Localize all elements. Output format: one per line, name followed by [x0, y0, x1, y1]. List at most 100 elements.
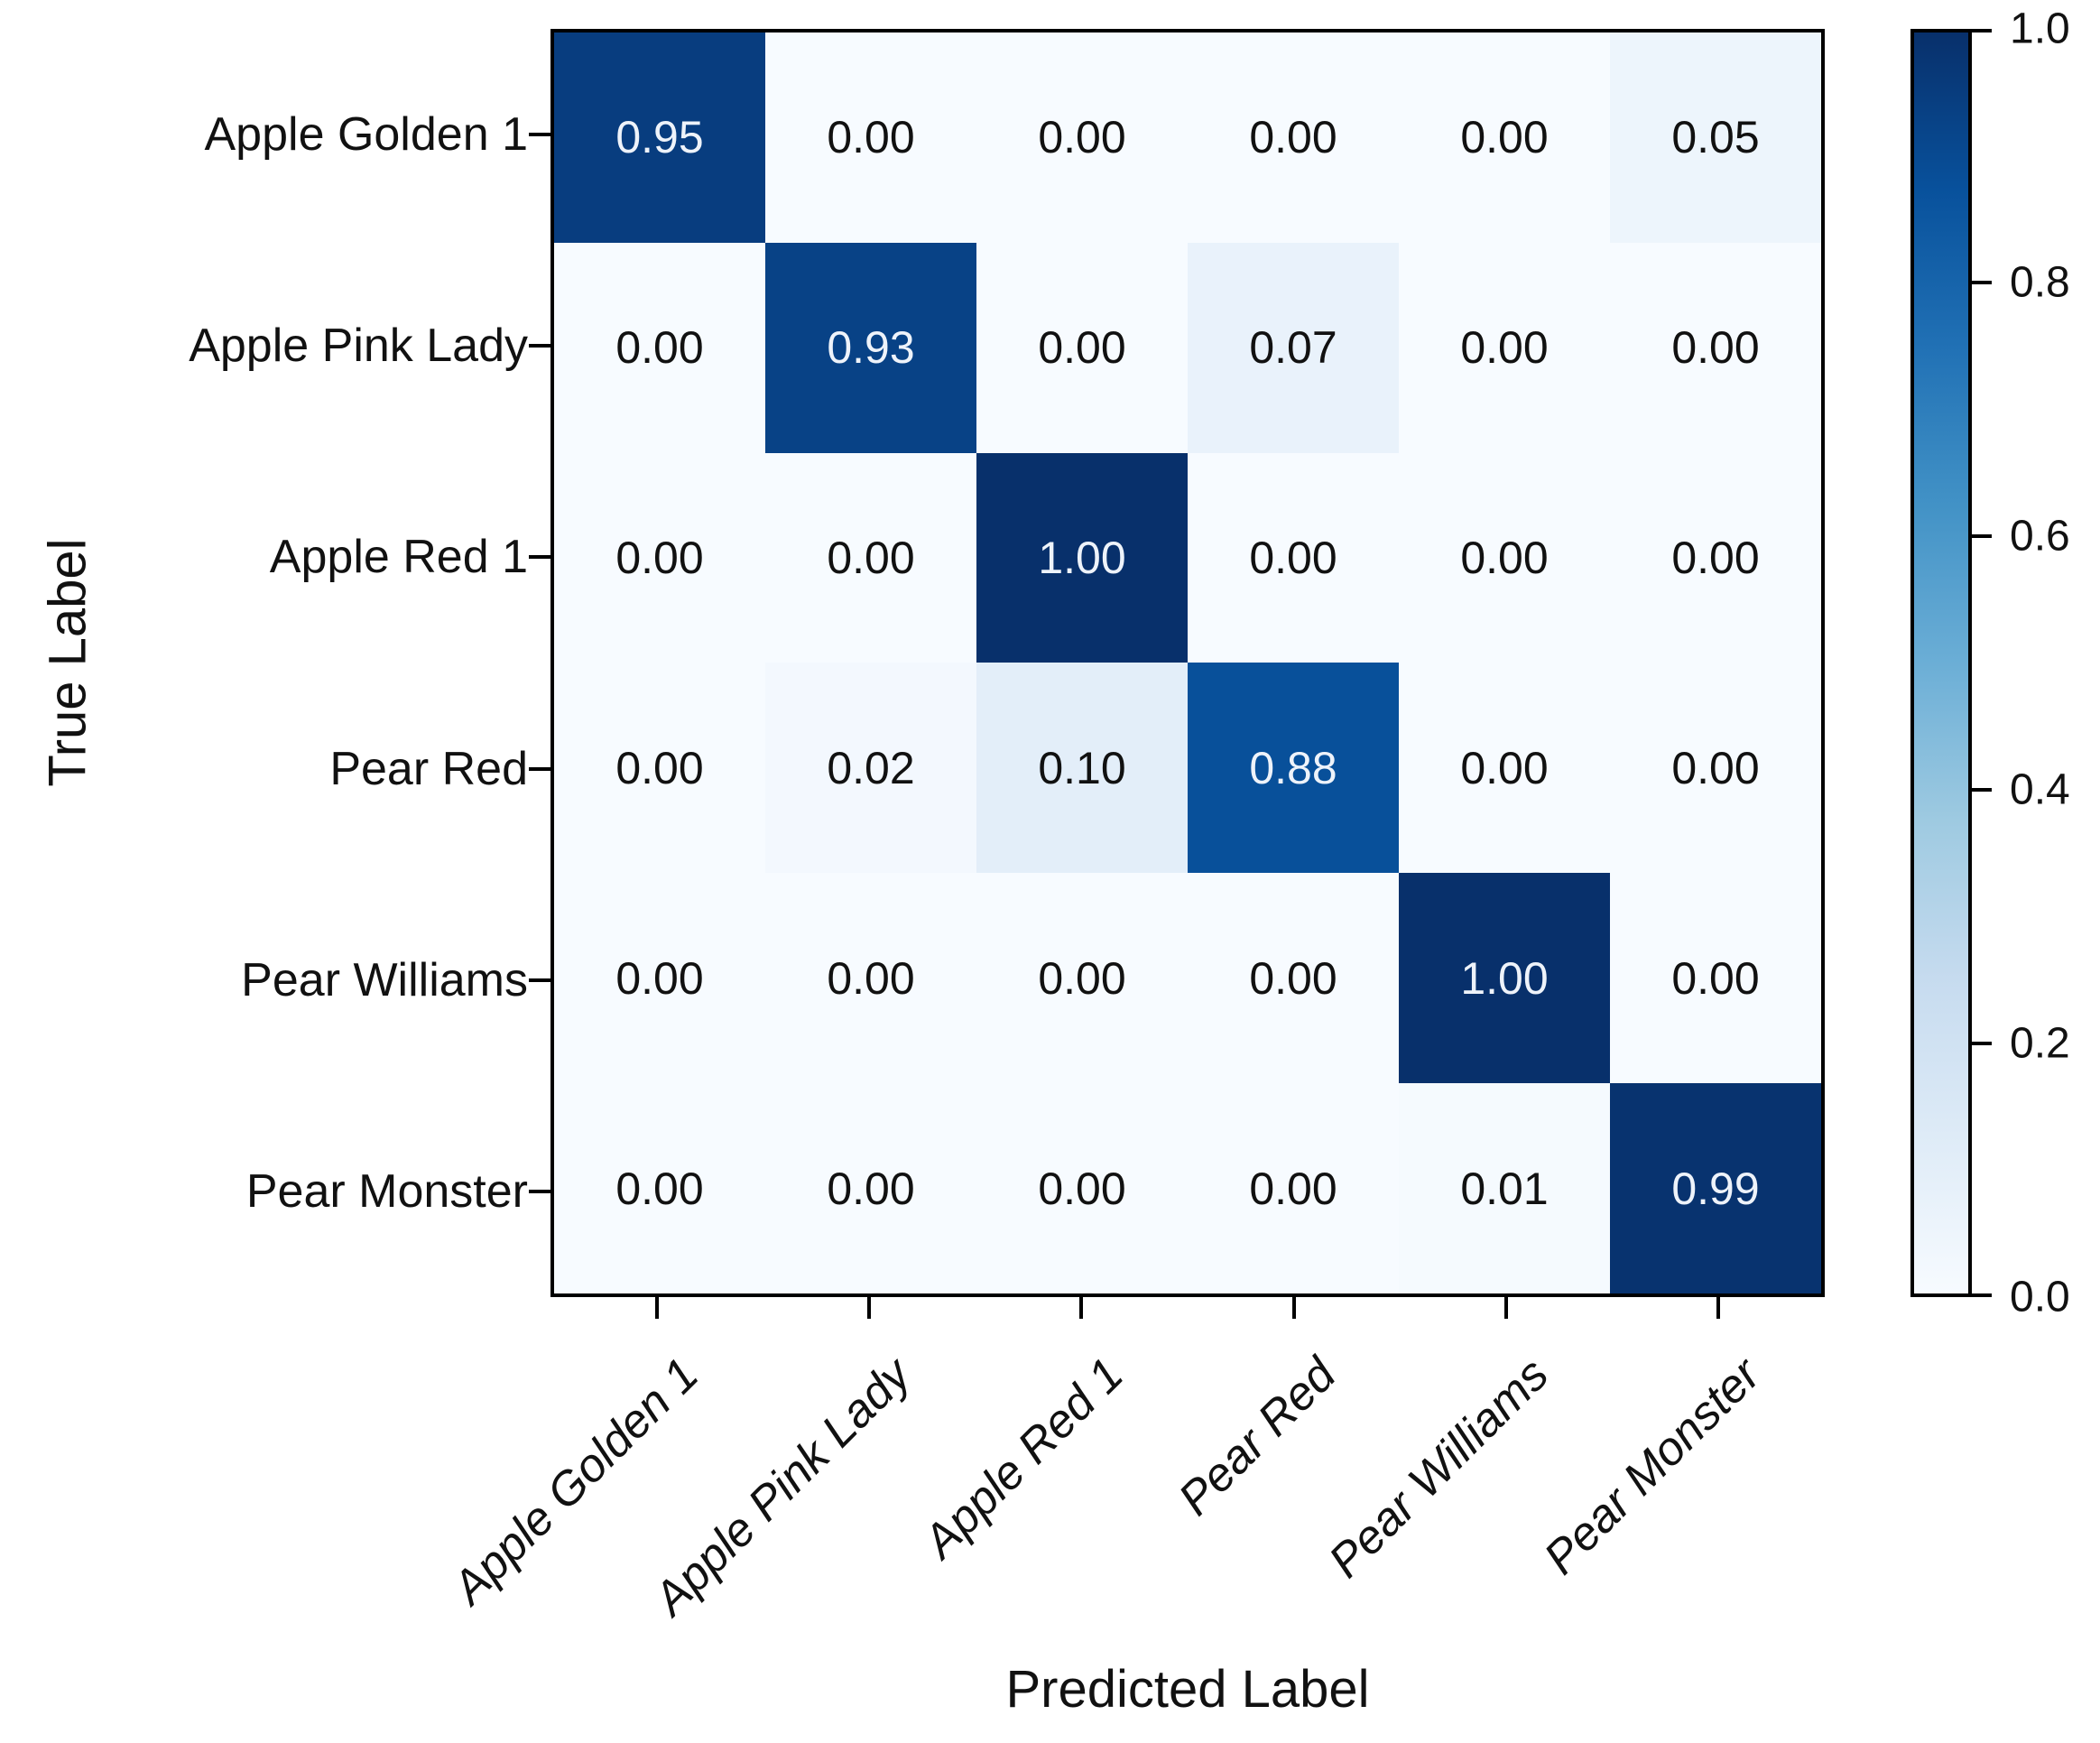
colorbar-tick: [1972, 1042, 1992, 1045]
heatmap-cell: 0.00: [1188, 452, 1399, 663]
y-tick: [529, 766, 550, 771]
y-tick-label: Apple Pink Lady: [189, 320, 528, 373]
colorbar-tick-label: 0.0: [2010, 1273, 2070, 1321]
heatmap-cell-value: 0.00: [1671, 742, 1760, 793]
heatmap-cell: 0.00: [554, 873, 765, 1084]
heatmap-cell-value: 0.00: [1249, 533, 1337, 584]
heatmap-cell: 0.99: [1610, 1083, 1821, 1293]
y-tick: [529, 1189, 550, 1193]
heatmap-cell-value: 0.00: [1460, 112, 1549, 163]
x-tick-label: Pear Monster: [1534, 1348, 1772, 1585]
y-tick: [529, 344, 550, 348]
colorbar-tick-label: 0.2: [2010, 1019, 2070, 1068]
heatmap-cell-value: 0.00: [827, 1163, 915, 1214]
heatmap-cell-value: 0.00: [1460, 322, 1549, 374]
heatmap-cell-value: 0.00: [1038, 322, 1126, 374]
heatmap-cell-value: 0.00: [1038, 952, 1126, 1004]
heatmap-cell-value: 0.00: [1038, 1163, 1126, 1214]
y-tick-label: Pear Red: [329, 742, 528, 795]
heatmap-cell-value: 0.00: [1671, 952, 1760, 1004]
y-tick-label: Apple Red 1: [269, 531, 528, 584]
x-tick-label: Pear Williams: [1318, 1348, 1559, 1589]
heatmap-cell: 0.00: [765, 32, 976, 243]
colorbar-tick-label: 0.4: [2010, 765, 2070, 814]
heatmap-cell-value: 0.00: [1249, 112, 1337, 163]
heatmap-cell: 0.00: [1399, 452, 1610, 663]
colorbar-tick-label: 1.0: [2010, 5, 2070, 53]
colorbar: [1910, 29, 1972, 1297]
x-tick: [654, 1297, 659, 1319]
heatmap-cell-value: 1.00: [1038, 533, 1126, 584]
colorbar-tick: [1972, 29, 1992, 32]
y-tick: [529, 978, 550, 982]
heatmap-cell: 0.00: [1610, 873, 1821, 1084]
heatmap-cell-value: 0.00: [615, 742, 704, 793]
heatmap-cell: 0.00: [1399, 663, 1610, 874]
heatmap-cell: 0.02: [765, 663, 976, 874]
heatmap-cell: 0.95: [554, 32, 765, 243]
y-tick: [529, 133, 550, 137]
heatmap-cell-value: 0.05: [1671, 112, 1760, 163]
heatmap-cell: 0.93: [765, 242, 976, 453]
heatmap-cell-value: 0.10: [1038, 742, 1126, 793]
heatmap-cell: 0.10: [976, 663, 1188, 874]
y-axis-title: True Label: [38, 538, 97, 787]
heatmap-cell: 0.00: [1610, 242, 1821, 453]
heatmap-cell-value: 0.93: [827, 322, 915, 374]
y-tick-label: Pear Williams: [241, 953, 528, 1006]
x-tick: [1079, 1297, 1084, 1319]
heatmap-cell-value: 0.95: [615, 112, 704, 163]
heatmap-cell: 0.00: [1188, 873, 1399, 1084]
heatmap-cell-value: 0.00: [615, 1163, 704, 1214]
heatmap-cell: 1.00: [976, 452, 1188, 663]
colorbar-tick: [1972, 534, 1992, 538]
heatmap-cell: 0.00: [976, 1083, 1188, 1293]
heatmap-cell: 0.00: [1399, 242, 1610, 453]
heatmap-cell: 0.00: [1610, 452, 1821, 663]
heatmap-cell-value: 0.00: [1671, 533, 1760, 584]
heatmap-cell-value: 0.07: [1249, 322, 1337, 374]
x-tick: [1716, 1297, 1721, 1319]
heatmap-cell: 0.01: [1399, 1083, 1610, 1293]
heatmap-grid: 0.95 0.00 0.00 0.00 0.00 0.05 0.00 0.93 0.00 0.07…: [550, 29, 1825, 1297]
heatmap-cell: 0.00: [554, 663, 765, 874]
heatmap-cell-value: 0.00: [827, 952, 915, 1004]
heatmap-cell-value: 0.00: [1249, 1163, 1337, 1214]
x-tick: [1291, 1297, 1296, 1319]
heatmap-cell-value: 0.99: [1671, 1163, 1760, 1214]
heatmap-cell-value: 0.00: [1038, 112, 1126, 163]
heatmap-cell-value: 0.00: [1460, 742, 1549, 793]
x-tick: [1504, 1297, 1508, 1319]
colorbar-tick-label: 0.8: [2010, 258, 2070, 307]
heatmap-cell: 0.00: [554, 1083, 765, 1293]
heatmap-cell-value: 0.00: [827, 112, 915, 163]
heatmap-cell: 0.00: [976, 242, 1188, 453]
y-tick-label: Apple Golden 1: [204, 108, 529, 162]
heatmap-cell: 0.00: [976, 32, 1188, 243]
heatmap-cell: 0.00: [765, 1083, 976, 1293]
heatmap-cell-value: 0.00: [615, 533, 704, 584]
heatmap-cell-value: 0.88: [1249, 742, 1337, 793]
x-tick-label: Apple Red 1: [913, 1348, 1134, 1569]
heatmap-cell: 0.88: [1188, 663, 1399, 874]
heatmap-cell-value: 0.02: [827, 742, 915, 793]
heatmap-cell: 0.00: [765, 452, 976, 663]
colorbar-tick: [1972, 788, 1992, 792]
heatmap-cell: 0.00: [765, 873, 976, 1084]
heatmap-cell-value: 1.00: [1460, 952, 1549, 1004]
heatmap-cell-value: 0.00: [1671, 322, 1760, 374]
heatmap-cell: 0.07: [1188, 242, 1399, 453]
heatmap-cell: 1.00: [1399, 873, 1610, 1084]
heatmap-cell: 0.00: [1399, 32, 1610, 243]
heatmap-cell: 0.00: [1188, 1083, 1399, 1293]
colorbar-tick: [1972, 281, 1992, 284]
y-tick-label: Pear Monster: [245, 1164, 528, 1218]
y-tick: [529, 555, 550, 560]
heatmap-cell-value: 0.00: [1249, 952, 1337, 1004]
heatmap-cell: 0.00: [1188, 32, 1399, 243]
heatmap-cell-value: 0.00: [615, 952, 704, 1004]
x-tick-label: Pear Red: [1169, 1348, 1346, 1526]
heatmap-cell: 0.00: [554, 242, 765, 453]
colorbar-tick: [1972, 1293, 1992, 1297]
